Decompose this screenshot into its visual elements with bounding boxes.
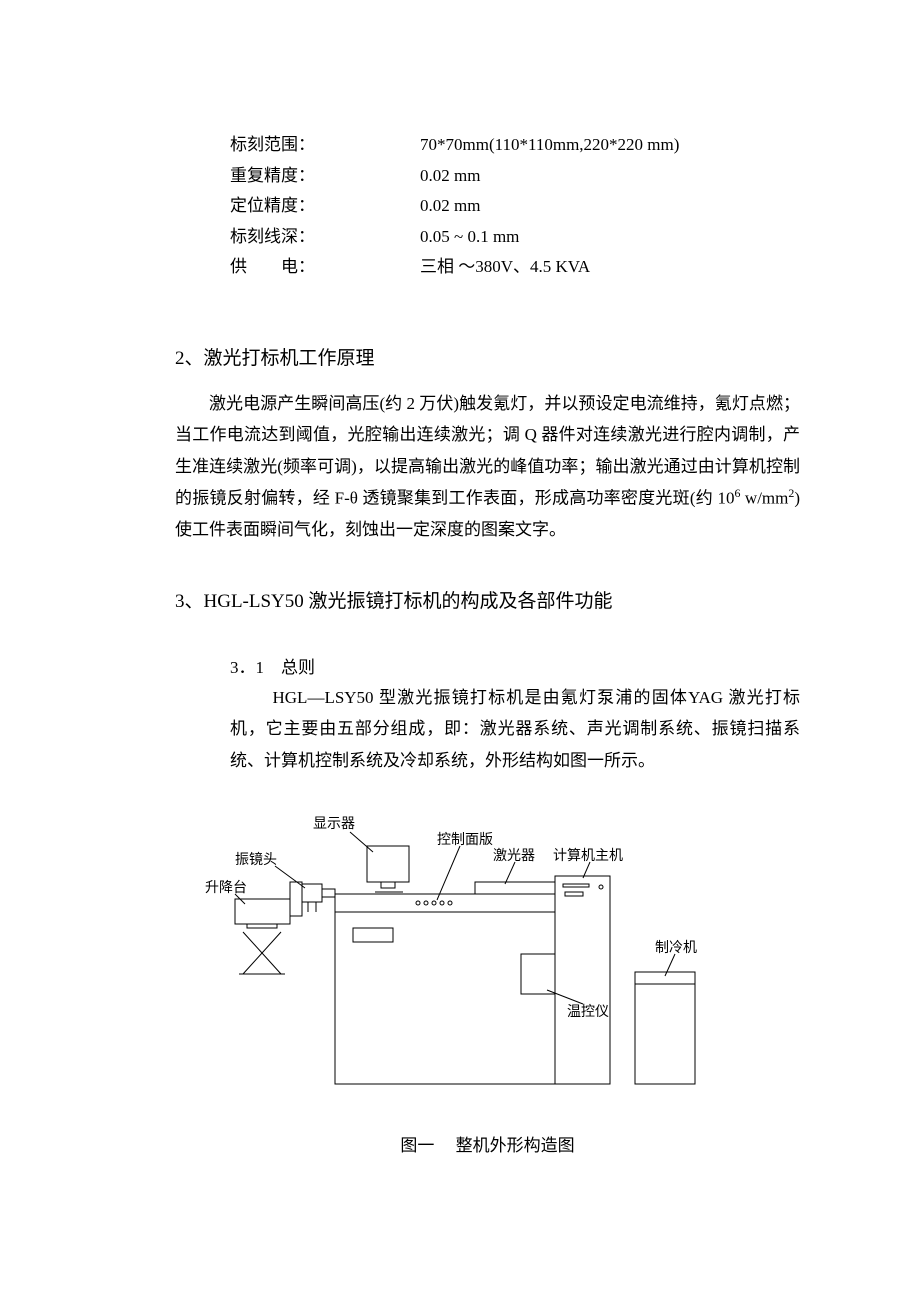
section3-sub-heading: 3．1 总则 — [230, 653, 800, 678]
section2-body: 激光电源产生瞬间高压(约 2 万伏)触发氪灯，并以预设定电流维持，氪灯点燃；当工… — [175, 388, 800, 546]
spec-row: 标刻范围： 70*70mm(110*110mm,220*220 mm) — [230, 130, 800, 161]
spec-value: 0.05 ~ 0.1 mm — [420, 222, 800, 253]
spec-table: 标刻范围： 70*70mm(110*110mm,220*220 mm) 重复精度… — [230, 130, 800, 283]
spec-row: 供 电： 三相 ～380V、4.5 KVA — [230, 252, 800, 283]
label-tempctrl: 温控仪 — [567, 1004, 609, 1020]
spec-value: 0.02 mm — [420, 161, 800, 192]
label-galvo: 振镜头 — [235, 852, 277, 868]
spec-label: 供 电： — [230, 252, 420, 283]
diagram-caption: 图一 整机外形构造图 — [175, 1131, 800, 1156]
body-post: w/mm — [740, 489, 788, 508]
label-lift: 升降台 — [205, 880, 247, 896]
spec-label: 标刻线深： — [230, 222, 420, 253]
section3-sub-body: HGL—LSY50 型激光振镜打标机是由氪灯泵浦的固体YAG 激光打标机，它主要… — [230, 682, 800, 776]
spec-value: 70*70mm(110*110mm,220*220 mm) — [420, 130, 800, 161]
spec-label: 标刻范围： — [230, 130, 420, 161]
label-laser: 激光器 — [493, 847, 535, 864]
label-computer: 计算机主机 — [553, 848, 623, 864]
spec-label: 重复精度： — [230, 161, 420, 192]
section3-sub: 3．1 总则 HGL—LSY50 型激光振镜打标机是由氪灯泵浦的固体YAG 激光… — [230, 653, 800, 776]
document-page: 标刻范围： 70*70mm(110*110mm,220*220 mm) 重复精度… — [0, 0, 920, 1307]
section2-heading: 2、激光打标机工作原理 — [175, 343, 800, 370]
spec-row: 重复精度： 0.02 mm — [230, 161, 800, 192]
section3-heading: 3、HGL-LSY50 激光振镜打标机的构成及各部件功能 — [175, 586, 800, 613]
label-cooler: 制冷机 — [655, 940, 697, 956]
machine-diagram: 显示器 控制面版 振镜头 激光器 计算机主机 升降台 制冷机 温控仪 图一 整机… — [205, 804, 800, 1156]
diagram-svg: 显示器 控制面版 振镜头 激光器 计算机主机 升降台 制冷机 温控仪 — [205, 804, 705, 1104]
spec-value: 三相 ～380V、4.5 KVA — [420, 252, 800, 283]
spec-row: 定位精度： 0.02 mm — [230, 191, 800, 222]
body-pre: 激光电源产生瞬间高压(约 2 万伏)触发氪灯，并以预设定电流维持，氪灯点燃；当工… — [175, 394, 800, 508]
spec-label: 定位精度： — [230, 191, 420, 222]
spec-value: 0.02 mm — [420, 191, 800, 222]
label-panel: 控制面版 — [437, 832, 493, 848]
spec-row: 标刻线深： 0.05 ~ 0.1 mm — [230, 222, 800, 253]
label-monitor: 显示器 — [313, 817, 355, 832]
